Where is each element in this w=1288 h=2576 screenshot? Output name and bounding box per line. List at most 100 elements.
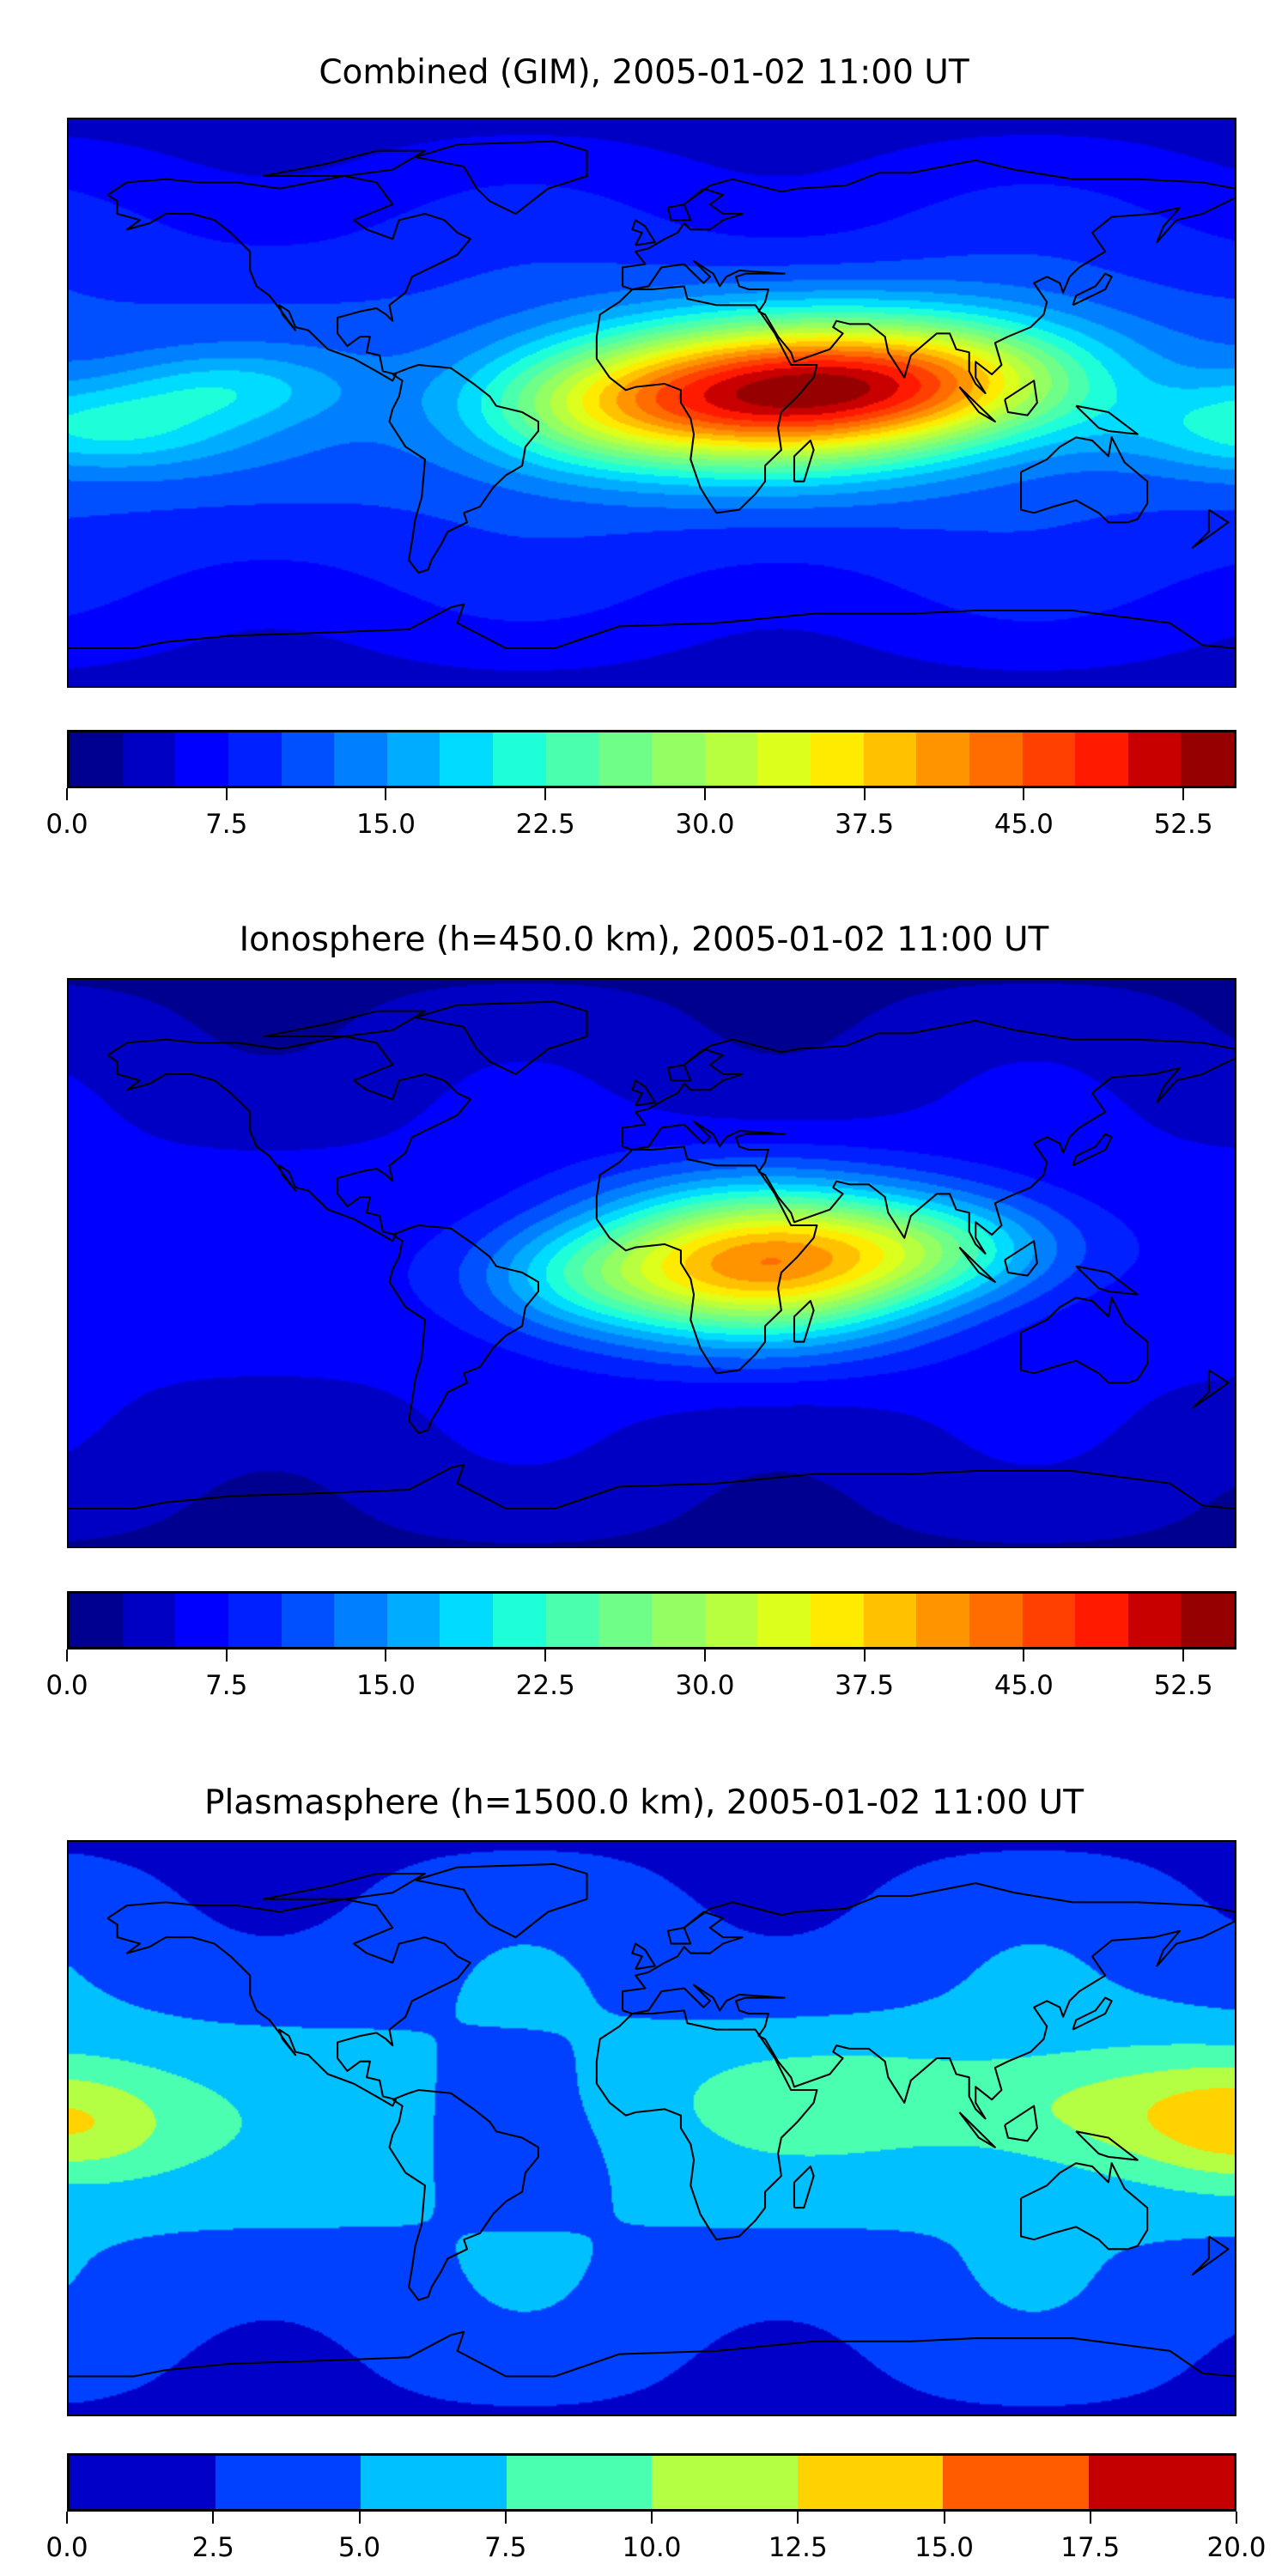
colorbar-segment	[334, 732, 387, 786]
colorbar-tick-label: 45.0	[993, 809, 1054, 840]
coastline-uk	[631, 1079, 656, 1107]
colorbar-segment	[797, 2456, 943, 2509]
colorbar-tick	[1236, 2512, 1237, 2524]
coastline-new-zealand	[1191, 1369, 1230, 1409]
coastline-new-guinea	[1075, 2130, 1139, 2161]
coastline-north-america	[106, 1035, 471, 1242]
colorbar-segment	[228, 1594, 282, 1647]
colorbar-tick	[863, 1649, 866, 1662]
panel-3-title: Plasmasphere (h=1500.0 km), 2005-01-02 1…	[204, 1783, 1084, 1822]
colorbar-segment	[175, 1594, 228, 1647]
panel-1-map	[67, 118, 1236, 688]
colorbar-segment	[1022, 732, 1076, 786]
coastline-japan	[1072, 272, 1113, 307]
coastline-south-america	[388, 2089, 540, 2301]
colorbar-segment	[334, 1594, 387, 1647]
coastline-greenland	[415, 140, 588, 216]
colorbar-segment	[704, 732, 758, 786]
colorbar-segment	[70, 2456, 216, 2509]
coastlines	[69, 1000, 1235, 1510]
coastline-sumatra	[958, 1246, 996, 1284]
colorbar-segment	[969, 732, 1023, 786]
colorbar-segment	[70, 1594, 123, 1647]
coastline-eurasia	[622, 159, 1235, 395]
panel-2-colorbar	[67, 1591, 1236, 1649]
colorbar-segment	[122, 1594, 176, 1647]
colorbar-segment	[916, 1594, 969, 1647]
colorbar-segment	[122, 732, 176, 786]
coastline-new-guinea	[1075, 1265, 1139, 1296]
coastline-new-zealand	[1191, 508, 1230, 549]
colorbar-tick	[212, 2512, 215, 2524]
coastline-canadian-arctic	[263, 1873, 426, 1900]
colorbar-tick	[943, 2512, 945, 2524]
coastline-africa	[595, 2009, 818, 2241]
colorbar-segment	[70, 732, 123, 786]
panel-3-contour-field	[69, 1842, 1235, 2415]
colorbar-tick	[66, 2512, 68, 2524]
colorbar-segment	[1127, 1594, 1182, 1647]
coastline-eurasia	[622, 1019, 1235, 1255]
panel-2-title: Ionosphere (h=450.0 km), 2005-01-02 11:0…	[239, 920, 1049, 959]
colorbar-segment	[652, 1594, 705, 1647]
colorbar-tick-label: 7.5	[484, 2532, 527, 2563]
coastline-new-zealand	[1191, 2235, 1230, 2275]
colorbar-segment	[969, 1594, 1023, 1647]
colorbar-segment	[493, 1594, 546, 1647]
panel-2-map	[67, 978, 1236, 1548]
coastline-sumatra	[958, 2111, 996, 2148]
colorbar-tick-label: 30.0	[675, 1670, 735, 1701]
panel-1-colorbar-ticks: 0.0 7.5 15.0 22.5 30.0 37.5 45.0 52.5	[46, 788, 1236, 840]
coastline-greenland	[415, 1862, 588, 1939]
colorbar-segment	[863, 1594, 917, 1647]
colorbar-tick	[358, 2512, 361, 2524]
coastline-canadian-arctic	[263, 149, 426, 178]
colorbar-segment	[506, 2456, 652, 2509]
colorbar-tick-label: 22.5	[515, 809, 575, 840]
coastline-new-guinea	[1075, 404, 1139, 435]
coastlines	[69, 1862, 1235, 2378]
colorbar-tick-label: 7.5	[205, 809, 248, 840]
colorbar-tick-label: 37.5	[835, 1670, 895, 1701]
colorbar-segment	[652, 2456, 798, 2509]
colorbar-segment	[440, 1594, 494, 1647]
colorbar-tick	[544, 788, 547, 800]
coastline-uk	[631, 219, 656, 246]
panel-3-colorbar	[67, 2453, 1236, 2512]
colorbar-tick-label: 15.0	[914, 2532, 975, 2563]
colorbar-segment	[1088, 2456, 1234, 2509]
colorbar-segment	[281, 732, 335, 786]
colorbar-segment	[228, 732, 282, 786]
colorbar-segment	[652, 732, 705, 786]
colorbar-tick	[703, 1649, 706, 1662]
colorbar-tick-label: 0.0	[46, 2532, 88, 2563]
colorbar-segment	[810, 1594, 864, 1647]
colorbar-tick	[225, 1649, 228, 1662]
panel-2-colorbar-ticks: 0.0 7.5 15.0 22.5 30.0 37.5 45.0 52.5	[46, 1649, 1236, 1701]
coastline-borneo	[1004, 1240, 1038, 1277]
colorbar-tick	[1089, 2512, 1091, 2524]
colorbar-segment	[386, 732, 440, 786]
colorbar-segment	[1127, 732, 1182, 786]
colorbar-tick-label: 52.5	[1153, 1670, 1213, 1701]
coastline-africa	[595, 1145, 818, 1375]
colorbar-segment	[440, 732, 494, 786]
colorbar-tick	[1182, 1649, 1185, 1662]
coastline-uk	[631, 1942, 656, 1971]
colorbar-tick	[863, 788, 866, 800]
panel-1-colorbar	[67, 730, 1236, 788]
coastline-sumatra	[958, 386, 996, 423]
colorbar-tick	[1023, 788, 1025, 800]
colorbar-tick-label: 20.0	[1206, 2532, 1267, 2563]
coastline-australia	[1019, 1297, 1149, 1384]
coastline-greenland	[415, 1000, 588, 1076]
colorbar-tick-label: 15.0	[355, 1670, 416, 1701]
coastline-north-america	[106, 174, 471, 382]
colorbar-segment	[1181, 732, 1235, 786]
coastline-australia	[1019, 2162, 1149, 2251]
colorbar-tick-label: 7.5	[205, 1670, 248, 1701]
coastlines	[69, 140, 1235, 650]
panel-1-contour-field	[69, 119, 1235, 686]
colorbar-segment	[361, 2456, 507, 2509]
